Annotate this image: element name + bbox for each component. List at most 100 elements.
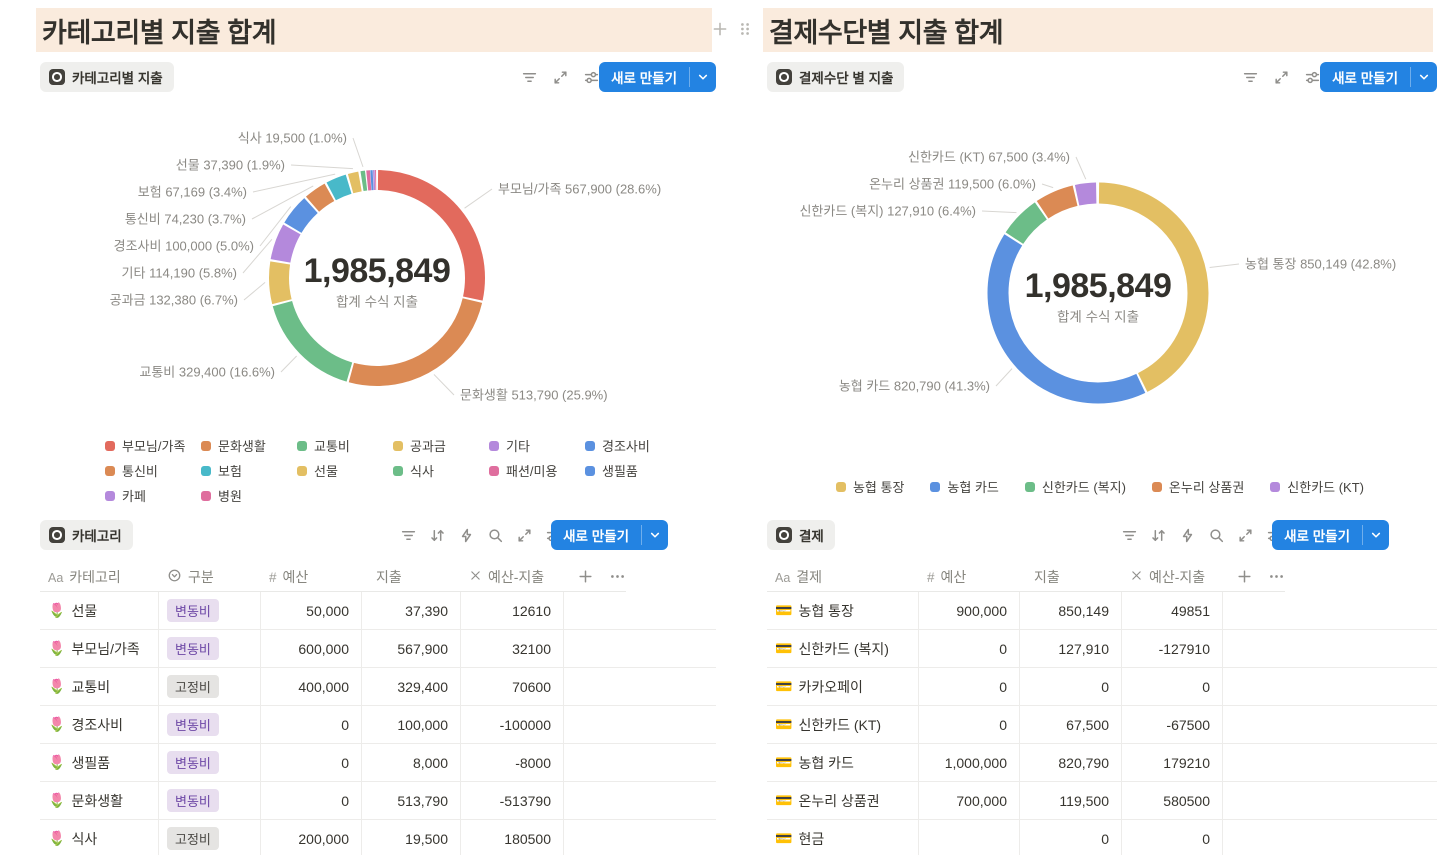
legend-item[interactable]: 부모님/가족 (105, 436, 201, 455)
settings-icon[interactable] (582, 68, 600, 86)
row-extra-cell[interactable] (1223, 668, 1437, 705)
donut-segment[interactable] (269, 170, 485, 386)
row-extra-cell[interactable] (564, 668, 716, 705)
search-icon[interactable] (486, 526, 504, 544)
column-header-0[interactable]: Aa 카테고리 (48, 568, 121, 585)
row-spend-cell[interactable]: 8,000 (362, 744, 461, 781)
row-tag-cell[interactable]: 변동비 (159, 744, 261, 781)
settings-icon[interactable] (1303, 68, 1321, 86)
row-spend-cell[interactable]: 119,500 (1020, 782, 1122, 819)
row-name-cell[interactable]: 🌷 문화생활 (40, 782, 159, 819)
row-budget-cell[interactable]: 0 (919, 630, 1020, 667)
filter-icon[interactable] (399, 526, 417, 544)
row-budget-cell[interactable] (919, 820, 1020, 855)
chevron-down-icon[interactable] (1411, 62, 1437, 92)
sort-icon[interactable] (1149, 526, 1167, 544)
legend-item[interactable]: 신한카드 (복지) (1024, 477, 1126, 496)
donut-segment[interactable] (269, 170, 485, 386)
new-entry-button[interactable]: 새로 만들기 (1320, 62, 1437, 92)
column-header-0[interactable]: Aa 결제 (775, 568, 823, 585)
row-extra-cell[interactable] (564, 782, 716, 819)
block-title-category[interactable]: 카테고리별 지출 합계 (36, 8, 712, 52)
row-name-cell[interactable]: 💳 농협 카드 (767, 744, 919, 781)
row-name-cell[interactable]: 🌷 경조사비 (40, 706, 159, 743)
add-block-icon[interactable] (711, 20, 729, 38)
row-diff-cell[interactable]: 580500 (1122, 782, 1223, 819)
chevron-down-icon[interactable] (690, 62, 716, 92)
row-spend-cell[interactable]: 329,400 (362, 668, 461, 705)
row-spend-cell[interactable]: 37,390 (362, 592, 461, 629)
search-icon[interactable] (1207, 526, 1225, 544)
legend-item[interactable]: 병원 (201, 486, 297, 505)
row-name-cell[interactable]: 💳 농협 통장 (767, 592, 919, 629)
row-diff-cell[interactable]: 70600 (461, 668, 564, 705)
row-diff-cell[interactable]: -8000 (461, 744, 564, 781)
column-header-2[interactable]: 지출 (1020, 562, 1122, 596)
new-row-button[interactable]: 새로 만들기 (551, 520, 668, 550)
row-budget-cell[interactable]: 900,000 (919, 592, 1020, 629)
row-name-cell[interactable]: 🌷 생필품 (40, 744, 159, 781)
row-spend-cell[interactable]: 567,900 (362, 630, 461, 667)
legend-item[interactable]: 농협 통장 (835, 477, 904, 496)
chevron-down-icon[interactable] (642, 520, 668, 550)
row-extra-cell[interactable] (1223, 592, 1437, 629)
donut-segment[interactable] (987, 182, 1209, 404)
row-extra-cell[interactable] (1223, 630, 1437, 667)
new-row-button[interactable]: 새로 만들기 (1272, 520, 1389, 550)
row-extra-cell[interactable] (564, 630, 716, 667)
view-tab-category-chart[interactable]: 카테고리별 지출 (40, 62, 174, 92)
more-options-icon[interactable] (1267, 568, 1285, 586)
donut-segment[interactable] (269, 170, 485, 386)
column-header-3[interactable]: 예산-지출 (1122, 562, 1223, 591)
row-name-cell[interactable]: 💳 현금 (767, 820, 919, 855)
row-name-cell[interactable]: 💳 카카오페이 (767, 668, 919, 705)
row-diff-cell[interactable]: 0 (1122, 668, 1223, 705)
column-header-4[interactable]: 예산-지출 (461, 562, 564, 591)
legend-item[interactable]: 농협 카드 (930, 477, 999, 496)
row-extra-cell[interactable] (564, 820, 716, 855)
row-diff-cell[interactable]: 12610 (461, 592, 564, 629)
row-tag-cell[interactable]: 변동비 (159, 630, 261, 667)
row-budget-cell[interactable]: 50,000 (261, 592, 362, 629)
legend-item[interactable]: 신한카드 (KT) (1270, 477, 1364, 496)
legend-item[interactable]: 공과금 (393, 436, 489, 455)
row-name-cell[interactable]: 💳 신한카드 (KT) (767, 706, 919, 743)
row-tag-cell[interactable]: 변동비 (159, 782, 261, 819)
legend-item[interactable]: 선물 (297, 461, 393, 480)
row-budget-cell[interactable]: 0 (261, 706, 362, 743)
legend-item[interactable]: 식사 (393, 461, 489, 480)
filter-icon[interactable] (1241, 68, 1259, 86)
row-budget-cell[interactable]: 0 (919, 706, 1020, 743)
row-tag-cell[interactable]: 변동비 (159, 592, 261, 629)
column-header-1[interactable]: 구분 (159, 562, 261, 591)
row-name-cell[interactable]: 🌷 교통비 (40, 668, 159, 705)
row-tag-cell[interactable]: 고정비 (159, 668, 261, 705)
more-options-icon[interactable] (608, 568, 626, 586)
row-diff-cell[interactable]: 0 (1122, 820, 1223, 855)
row-name-cell[interactable]: 💳 신한카드 (복지) (767, 630, 919, 667)
row-name-cell[interactable]: 🌷 선물 (40, 592, 159, 629)
legend-item[interactable]: 통신비 (105, 461, 201, 480)
filter-icon[interactable] (1120, 526, 1138, 544)
row-budget-cell[interactable]: 200,000 (261, 820, 362, 855)
row-tag-cell[interactable]: 고정비 (159, 820, 261, 855)
row-diff-cell[interactable]: -67500 (1122, 706, 1223, 743)
expand-icon[interactable] (1272, 68, 1290, 86)
row-diff-cell[interactable]: 180500 (461, 820, 564, 855)
add-column-icon[interactable] (576, 568, 594, 586)
chevron-down-icon[interactable] (1363, 520, 1389, 550)
row-spend-cell[interactable]: 100,000 (362, 706, 461, 743)
row-diff-cell[interactable]: 32100 (461, 630, 564, 667)
column-header-3[interactable]: 지출 (362, 562, 461, 596)
row-name-cell[interactable]: 🌷 부모님/가족 (40, 630, 159, 667)
view-tab-category-table[interactable]: 카테고리 (40, 520, 133, 550)
add-column-icon[interactable] (1235, 568, 1253, 586)
row-spend-cell[interactable]: 67,500 (1020, 706, 1122, 743)
automation-icon[interactable] (457, 526, 475, 544)
row-diff-cell[interactable]: 49851 (1122, 592, 1223, 629)
row-extra-cell[interactable] (1223, 744, 1437, 781)
block-title-payment[interactable]: 결제수단별 지출 합계 (763, 8, 1433, 52)
drag-handle-icon[interactable] (736, 20, 754, 38)
expand-icon[interactable] (1236, 526, 1254, 544)
row-spend-cell[interactable]: 0 (1020, 820, 1122, 855)
